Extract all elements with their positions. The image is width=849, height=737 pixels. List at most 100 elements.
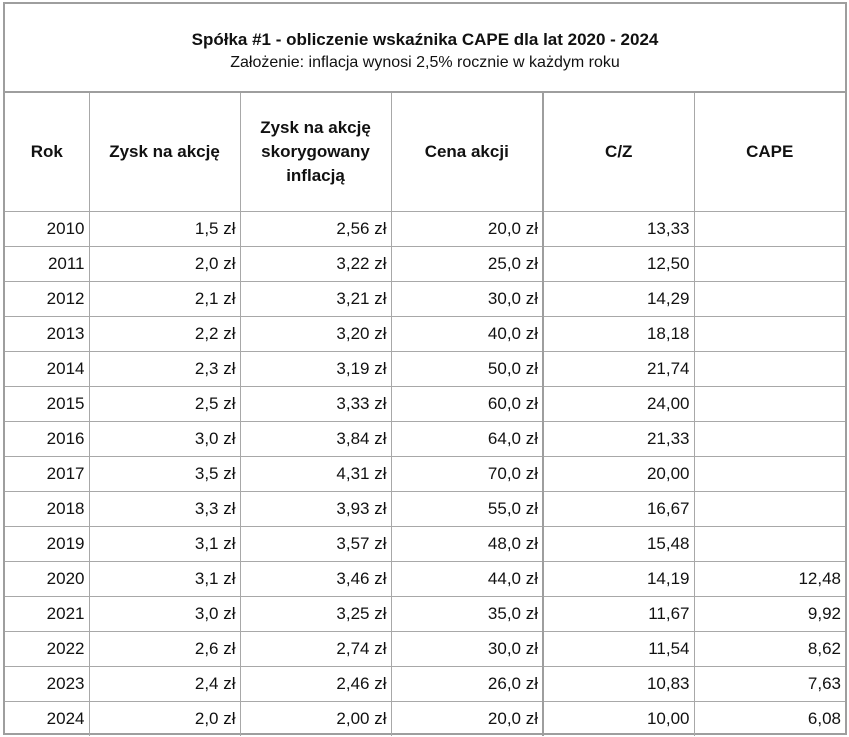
- cell-zysk-na-akcje: 2,4 zł: [88, 665, 241, 702]
- header-zysk-na-akcje: Zysk na akcję: [88, 93, 241, 212]
- cell-rok: 2019: [5, 525, 90, 562]
- cell-rok: 2021: [5, 595, 90, 632]
- cell-zysk-skorygowany: 3,22 zł: [239, 245, 392, 282]
- cell-cz: 18,18: [542, 315, 695, 352]
- cell-cz: 14,19: [542, 560, 695, 597]
- cell-cena-akcji: 26,0 zł: [390, 665, 544, 702]
- table-row: 2024 2,0 zł 2,00 zł 20,0 zł 10,00 6,08: [5, 700, 845, 736]
- cell-cape: 6,08: [693, 700, 845, 736]
- cell-rok: 2022: [5, 630, 90, 667]
- cell-rok: 2023: [5, 665, 90, 702]
- table-row: 2011 2,0 zł 3,22 zł 25,0 zł 12,50: [5, 245, 845, 282]
- cell-cz: 14,29: [542, 280, 695, 317]
- table-row: 2016 3,0 zł 3,84 zł 64,0 zł 21,33: [5, 420, 845, 457]
- cell-cape: 7,63: [693, 665, 845, 702]
- cell-cape: [693, 385, 845, 422]
- table-row: 2013 2,2 zł 3,20 zł 40,0 zł 18,18: [5, 315, 845, 352]
- cell-cena-akcji: 55,0 zł: [390, 490, 544, 527]
- cell-cape: [693, 350, 845, 387]
- cell-rok: 2020: [5, 560, 90, 597]
- cell-zysk-skorygowany: 3,19 zł: [239, 350, 392, 387]
- cell-cz: 15,48: [542, 525, 695, 562]
- cell-cz: 11,67: [542, 595, 695, 632]
- cell-cz: 16,67: [542, 490, 695, 527]
- cell-zysk-skorygowany: 2,46 zł: [239, 665, 392, 702]
- cell-cape: [693, 315, 845, 352]
- table-row: 2021 3,0 zł 3,25 zł 35,0 zł 11,67 9,92: [5, 595, 845, 632]
- header-row: Rok Zysk na akcję Zysk na akcję skorygow…: [5, 93, 845, 212]
- cell-cape: [693, 455, 845, 492]
- cell-cena-akcji: 48,0 zł: [390, 525, 544, 562]
- table-row: 2018 3,3 zł 3,93 zł 55,0 zł 16,67: [5, 490, 845, 527]
- cell-zysk-na-akcje: 3,0 zł: [88, 420, 241, 457]
- cell-cape: [693, 420, 845, 457]
- cell-cena-akcji: 30,0 zł: [390, 630, 544, 667]
- cell-zysk-skorygowany: 3,46 zł: [239, 560, 392, 597]
- cell-cz: 21,33: [542, 420, 695, 457]
- cell-cz: 11,54: [542, 630, 695, 667]
- table-subtitle: Założenie: inflacja wynosi 2,5% rocznie …: [230, 53, 620, 71]
- table-row: 2014 2,3 zł 3,19 zł 50,0 zł 21,74: [5, 350, 845, 387]
- header-cena-akcji: Cena akcji: [390, 93, 544, 212]
- cell-cena-akcji: 44,0 zł: [390, 560, 544, 597]
- cell-zysk-na-akcje: 3,3 zł: [88, 490, 241, 527]
- cell-rok: 2014: [5, 350, 90, 387]
- cell-zysk-skorygowany: 3,21 zł: [239, 280, 392, 317]
- cell-cena-akcji: 30,0 zł: [390, 280, 544, 317]
- cell-rok: 2010: [5, 210, 90, 247]
- cell-cz: 12,50: [542, 245, 695, 282]
- header-rok: Rok: [5, 93, 90, 212]
- cell-cena-akcji: 60,0 zł: [390, 385, 544, 422]
- cell-cape: 8,62: [693, 630, 845, 667]
- cell-zysk-na-akcje: 3,1 zł: [88, 560, 241, 597]
- header-cape: CAPE: [693, 93, 845, 212]
- table-row: 2015 2,5 zł 3,33 zł 60,0 zł 24,00: [5, 385, 845, 422]
- cell-cena-akcji: 35,0 zł: [390, 595, 544, 632]
- cape-table: Rok Zysk na akcję Zysk na akcję skorygow…: [5, 93, 845, 736]
- cell-zysk-skorygowany: 3,25 zł: [239, 595, 392, 632]
- cell-rok: 2013: [5, 315, 90, 352]
- cell-cape: [693, 245, 845, 282]
- cell-cz: 24,00: [542, 385, 695, 422]
- cell-rok: 2018: [5, 490, 90, 527]
- cell-zysk-skorygowany: 2,00 zł: [239, 700, 392, 736]
- cell-zysk-na-akcje: 2,6 zł: [88, 630, 241, 667]
- cell-zysk-na-akcje: 3,0 zł: [88, 595, 241, 632]
- table-body: 2010 1,5 zł 2,56 zł 20,0 zł 13,33 2011 2,0 zł 3…: [5, 210, 845, 736]
- cell-zysk-na-akcje: 2,0 zł: [88, 700, 241, 736]
- cell-rok: 2016: [5, 420, 90, 457]
- cell-cena-akcji: 25,0 zł: [390, 245, 544, 282]
- table-row: 2017 3,5 zł 4,31 zł 70,0 zł 20,00: [5, 455, 845, 492]
- table-row: 2023 2,4 zł 2,46 zł 26,0 zł 10,83 7,63: [5, 665, 845, 702]
- cell-zysk-skorygowany: 3,93 zł: [239, 490, 392, 527]
- table-row: 2019 3,1 zł 3,57 zł 48,0 zł 15,48: [5, 525, 845, 562]
- cell-zysk-skorygowany: 3,57 zł: [239, 525, 392, 562]
- cell-cape: [693, 280, 845, 317]
- cell-zysk-skorygowany: 2,74 zł: [239, 630, 392, 667]
- cell-cape: 12,48: [693, 560, 845, 597]
- cell-rok: 2024: [5, 700, 90, 736]
- cell-cena-akcji: 40,0 zł: [390, 315, 544, 352]
- cape-table-container: Spółka #1 - obliczenie wskaźnika CAPE dl…: [3, 2, 847, 736]
- table-row: 2010 1,5 zł 2,56 zł 20,0 zł 13,33: [5, 210, 845, 247]
- cell-zysk-na-akcje: 2,5 zł: [88, 385, 241, 422]
- header-zysk-skorygowany: Zysk na akcję skorygowany inflacją: [239, 93, 392, 212]
- table-title: Spółka #1 - obliczenie wskaźnika CAPE dl…: [191, 29, 659, 49]
- cell-rok: 2012: [5, 280, 90, 317]
- cell-zysk-skorygowany: 3,84 zł: [239, 420, 392, 457]
- cell-rok: 2015: [5, 385, 90, 422]
- cell-zysk-skorygowany: 2,56 zł: [239, 210, 392, 247]
- cell-zysk-na-akcje: 3,1 zł: [88, 525, 241, 562]
- cell-cena-akcji: 70,0 zł: [390, 455, 544, 492]
- table-row: 2020 3,1 zł 3,46 zł 44,0 zł 14,19 12,48: [5, 560, 845, 597]
- cell-cz: 10,00: [542, 700, 695, 736]
- cell-zysk-na-akcje: 2,2 zł: [88, 315, 241, 352]
- cell-cz: 13,33: [542, 210, 695, 247]
- cell-cz: 21,74: [542, 350, 695, 387]
- cell-cz: 20,00: [542, 455, 695, 492]
- cell-zysk-na-akcje: 2,1 zł: [88, 280, 241, 317]
- header-cz: C/Z: [542, 93, 695, 212]
- cell-cena-akcji: 20,0 zł: [390, 210, 544, 247]
- cell-rok: 2017: [5, 455, 90, 492]
- cell-zysk-skorygowany: 3,20 zł: [239, 315, 392, 352]
